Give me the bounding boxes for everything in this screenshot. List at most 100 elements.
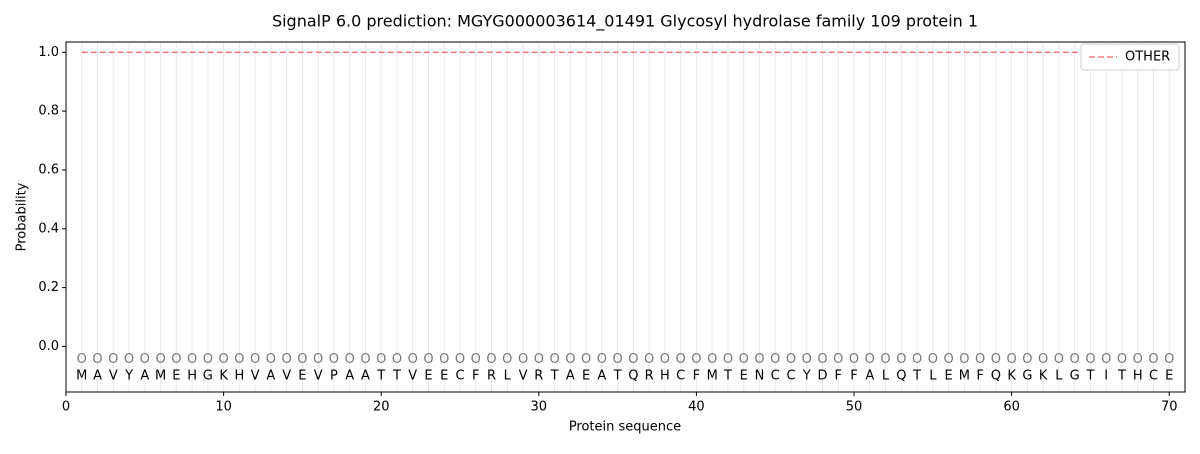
state-label: O — [928, 352, 938, 367]
residue-label: L — [1055, 368, 1063, 383]
state-label: O — [991, 352, 1001, 367]
state-label: O — [660, 352, 670, 367]
state-label: O — [849, 352, 859, 367]
residue-label: Q — [628, 368, 638, 383]
residue-label: K — [1007, 368, 1016, 383]
residue-label: R — [534, 368, 543, 383]
y-tick-label: 0.8 — [38, 104, 59, 119]
residue-label: E — [440, 368, 448, 383]
state-label: O — [140, 352, 150, 367]
state-label: O — [124, 352, 134, 367]
state-label: O — [203, 352, 213, 367]
state-label: O — [1007, 352, 1017, 367]
residue-label: A — [865, 368, 874, 383]
residue-label: N — [755, 368, 765, 383]
residue-label: Y — [802, 368, 811, 383]
state-label: O — [282, 352, 292, 367]
state-label: O — [880, 352, 890, 367]
state-label: O — [707, 352, 717, 367]
legend-label: OTHER — [1125, 50, 1170, 65]
x-tick-label: 70 — [1161, 400, 1178, 415]
residue-label: M — [155, 368, 166, 383]
state-label: O — [549, 352, 559, 367]
residue-label: I — [1104, 368, 1108, 383]
residue-label: F — [472, 368, 479, 383]
residue-label: L — [882, 368, 890, 383]
state-label: O — [754, 352, 764, 367]
residue-label: G — [1022, 368, 1032, 383]
y-tick-label: 0.2 — [38, 280, 59, 295]
state-label: O — [345, 352, 355, 367]
y-tick-label: 1.0 — [38, 45, 59, 60]
state-label: O — [896, 352, 906, 367]
residue-label: M — [76, 368, 87, 383]
residue-label: V — [282, 368, 291, 383]
residue-label: A — [597, 368, 606, 383]
state-label: O — [644, 352, 654, 367]
state-label: O — [597, 352, 607, 367]
state-label: O — [833, 352, 843, 367]
residue-label: T — [1117, 368, 1126, 383]
state-label: O — [218, 352, 228, 367]
residue-label: C — [676, 368, 685, 383]
state-label: O — [865, 352, 875, 367]
x-tick-label: 10 — [215, 400, 232, 415]
state-label: O — [1148, 352, 1158, 367]
residue-label: T — [376, 368, 385, 383]
chart-title: SignalP 6.0 prediction: MGYG000003614_01… — [272, 12, 978, 32]
state-label: O — [628, 352, 638, 367]
residue-label: T — [912, 368, 921, 383]
residue-label: F — [976, 368, 983, 383]
y-tick-label: 0.4 — [38, 221, 59, 236]
state-label: O — [408, 352, 418, 367]
residue-label: F — [835, 368, 842, 383]
state-label: O — [1085, 352, 1095, 367]
residue-label: V — [251, 368, 260, 383]
residue-label: T — [723, 368, 732, 383]
residue-label: T — [392, 368, 401, 383]
state-label: O — [1054, 352, 1064, 367]
state-label: O — [943, 352, 953, 367]
residue-label: K — [219, 368, 228, 383]
residue-label: A — [266, 368, 275, 383]
residue-label: H — [187, 368, 197, 383]
state-label: O — [187, 352, 197, 367]
state-label: O — [455, 352, 465, 367]
state-label: O — [912, 352, 922, 367]
residue-label: A — [93, 368, 102, 383]
legend-box — [1080, 43, 1180, 71]
residue-label: C — [1149, 368, 1158, 383]
residue-label: M — [707, 368, 718, 383]
state-label: O — [360, 352, 370, 367]
residue-label: L — [504, 368, 512, 383]
x-axis-label: Protein sequence — [569, 420, 681, 435]
residue-label: V — [408, 368, 417, 383]
residue-label: A — [566, 368, 575, 383]
state-label: O — [739, 352, 749, 367]
state-label: O — [313, 352, 323, 367]
state-label: O — [92, 352, 102, 367]
state-label: O — [250, 352, 260, 367]
state-label: O — [423, 352, 433, 367]
residue-label: P — [330, 368, 338, 383]
residue-label: L — [929, 368, 937, 383]
state-label: O — [959, 352, 969, 367]
state-label: O — [502, 352, 512, 367]
state-label: O — [786, 352, 796, 367]
residue-label: E — [172, 368, 180, 383]
x-tick-label: 50 — [846, 400, 863, 415]
residue-label: A — [140, 368, 149, 383]
residue-label: Q — [896, 368, 906, 383]
state-label: O — [723, 352, 733, 367]
residue-label: H — [660, 368, 670, 383]
state-label: O — [155, 352, 165, 367]
residue-label: M — [959, 368, 970, 383]
residue-label: T — [613, 368, 622, 383]
residue-label: V — [519, 368, 528, 383]
state-label: O — [376, 352, 386, 367]
residue-label: D — [817, 368, 827, 383]
state-label: O — [534, 352, 544, 367]
state-label: O — [1101, 352, 1111, 367]
residue-label: C — [771, 368, 780, 383]
